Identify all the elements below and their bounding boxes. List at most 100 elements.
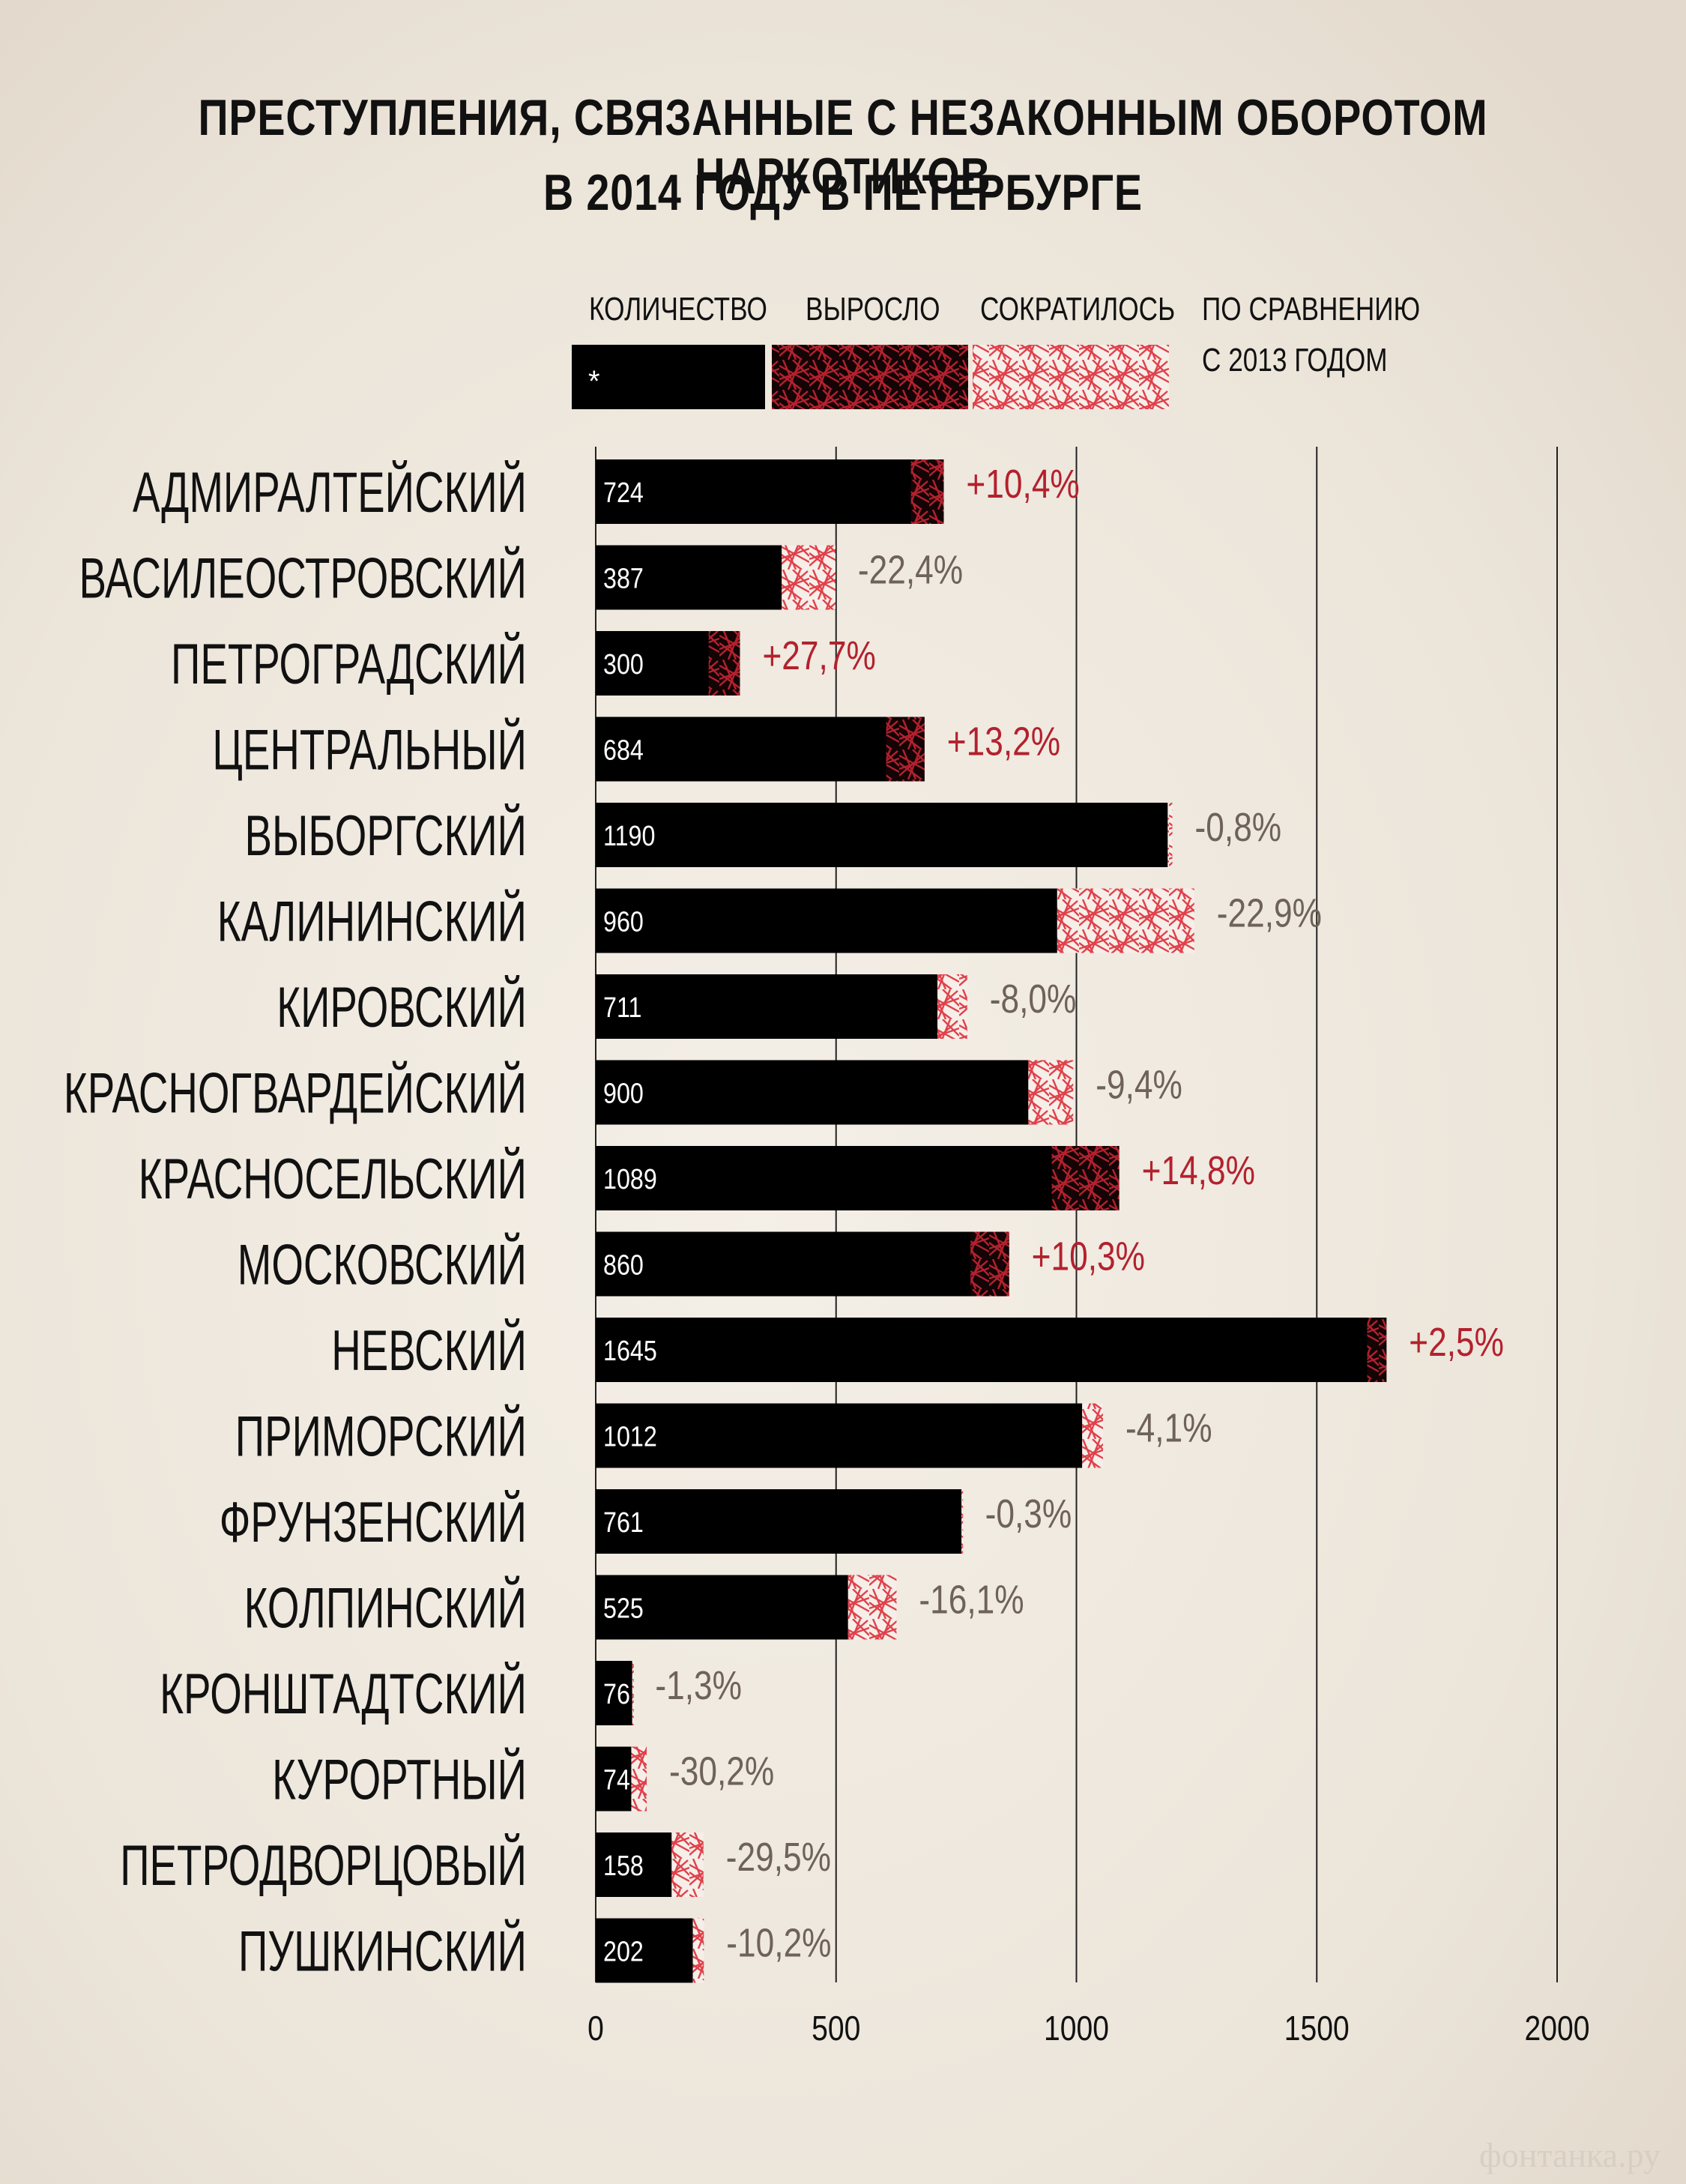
category-label-5: КАЛИНИНСКИЙ — [217, 888, 527, 953]
category-label-0: АДМИРАЛТЕЙСКИЙ — [133, 459, 527, 525]
category-label-12: ФРУНЗЕНСКИЙ — [220, 1489, 527, 1554]
change-label-6: -8,0% — [990, 977, 1077, 1022]
labels: АДМИРАЛТЕЙСКИЙ 724 +10,4% ВАСИЛЕОСТРОВСКИЙ 3… — [64, 459, 1504, 1984]
value-label-8: 1089 — [603, 1164, 657, 1195]
increase-segment-3 — [886, 717, 925, 782]
category-label-6: КИРОВСКИЙ — [277, 974, 527, 1040]
legend-compare-line1: ПО СРАВНЕНИЮ — [1202, 291, 1421, 328]
decrease-segment-6 — [937, 974, 967, 1039]
value-label-16: 158 — [603, 1850, 644, 1882]
category-label-3: ЦЕНТРАЛЬНЫЙ — [212, 717, 527, 782]
decrease-segment-11 — [1082, 1403, 1103, 1468]
change-label-5: -22,9% — [1217, 890, 1322, 935]
change-label-10: +2,5% — [1409, 1320, 1504, 1365]
change-label-12: -0,3% — [985, 1491, 1072, 1536]
value-label-7: 900 — [603, 1078, 644, 1109]
value-label-15: 74 — [603, 1764, 630, 1796]
category-label-11: ПРИМОРСКИЙ — [235, 1403, 527, 1468]
legend-count-label: КОЛИЧЕСТВО — [589, 291, 767, 328]
decrease-segment-1 — [782, 545, 836, 610]
increase-segment-0 — [910, 459, 944, 524]
change-label-17: -10,2% — [726, 1920, 831, 1965]
bar-12 — [596, 1489, 962, 1554]
category-label-13: КОЛПИНСКИЙ — [244, 1575, 527, 1640]
bar-10 — [596, 1318, 1387, 1382]
value-label-1: 387 — [603, 563, 644, 594]
category-label-4: ВЫБОРГСКИЙ — [244, 803, 527, 868]
change-label-1: -22,4% — [858, 547, 963, 592]
category-label-1: ВАСИЛЕОСТРОВСКИЙ — [79, 545, 527, 610]
increase-segment-9 — [970, 1231, 1009, 1297]
x-tick-label-2000: 2000 — [1525, 2009, 1590, 2048]
category-label-10: НЕВСКИЙ — [331, 1318, 527, 1383]
change-label-11: -4,1% — [1125, 1405, 1212, 1450]
x-tick-label-0: 0 — [587, 2009, 604, 2048]
value-label-9: 860 — [603, 1249, 644, 1281]
change-label-7: -9,4% — [1096, 1062, 1182, 1107]
decrease-segment-16 — [671, 1832, 704, 1897]
x-tick-label-1000: 1000 — [1044, 2009, 1109, 2048]
value-label-3: 684 — [603, 734, 644, 766]
category-label-17: ПУШКИНСКИЙ — [238, 1918, 527, 1983]
category-label-14: КРОНШТАДТСКИЙ — [160, 1661, 527, 1726]
bar-7 — [596, 1060, 1029, 1125]
category-label-8: КРАСНОСЕЛЬСКИЙ — [139, 1146, 527, 1211]
decrease-segment-15 — [631, 1746, 647, 1812]
bar-13 — [596, 1575, 848, 1640]
increase-segment-2 — [708, 631, 740, 696]
category-label-9: МОСКОВСКИЙ — [238, 1231, 527, 1297]
change-label-16: -29,5% — [726, 1835, 831, 1880]
change-label-13: -16,1% — [919, 1577, 1024, 1622]
legend-count-marker: * — [588, 365, 600, 398]
decrease-segment-13 — [847, 1575, 897, 1640]
change-label-2: +27,7% — [762, 633, 875, 678]
value-label-13: 525 — [603, 1593, 644, 1624]
value-label-0: 724 — [603, 477, 644, 509]
chart-title-line2: В 2014 ГОДУ В ПЕТЕРБУРГЕ — [543, 164, 1143, 221]
decrease-segment-17 — [692, 1918, 704, 1983]
category-label-7: КРАСНОГВАРДЕЙСКИЙ — [64, 1060, 527, 1125]
legend-fell-label: СОКРАТИЛОСЬ — [980, 291, 1176, 328]
legend-count-swatch — [572, 345, 765, 409]
category-label-15: КУРОРТНЫЙ — [272, 1746, 527, 1812]
bar-8 — [596, 1146, 1120, 1210]
gridlines — [595, 447, 1558, 1982]
bar-0 — [596, 459, 944, 524]
value-label-17: 202 — [603, 1936, 644, 1967]
legend-grew-label: ВЫРОСЛО — [806, 291, 940, 328]
x-tick-label-500: 500 — [812, 2009, 860, 2048]
increase-segment-8 — [1051, 1146, 1120, 1210]
legend-grew-swatch — [772, 345, 968, 409]
change-label-15: -30,2% — [669, 1749, 774, 1794]
value-label-4: 1190 — [603, 821, 655, 852]
bar-15 — [596, 1746, 632, 1812]
change-label-4: -0,8% — [1195, 805, 1282, 850]
bars — [596, 459, 1387, 1983]
bar-11 — [596, 1403, 1083, 1468]
decrease-segment-5 — [1057, 888, 1194, 953]
decrease-segment-14 — [632, 1661, 634, 1725]
change-label-14: -1,3% — [655, 1663, 742, 1708]
bar-3 — [596, 717, 925, 782]
bar-1 — [596, 545, 782, 610]
bar-5 — [596, 888, 1057, 953]
value-label-11: 1012 — [603, 1421, 657, 1453]
value-label-6: 711 — [603, 992, 641, 1024]
decrease-segment-4 — [1167, 803, 1173, 867]
decrease-segment-7 — [1028, 1060, 1074, 1125]
bar-17 — [596, 1918, 693, 1983]
bar-4 — [596, 803, 1168, 867]
decrease-segment-12 — [961, 1489, 964, 1554]
value-label-12: 761 — [603, 1507, 644, 1539]
bar-6 — [596, 974, 938, 1039]
value-label-2: 300 — [603, 649, 644, 681]
change-label-3: +13,2% — [947, 719, 1060, 764]
chart-title-line1: ПРЕСТУПЛЕНИЯ, СВЯЗАННЫЕ С НЕЗАКОННЫМ ОБО… — [198, 89, 1488, 205]
value-label-10: 1645 — [603, 1336, 657, 1367]
value-label-5: 960 — [603, 906, 644, 938]
x-tick-label-1500: 1500 — [1284, 2009, 1350, 2048]
value-label-14: 76 — [603, 1679, 630, 1710]
bar-9 — [596, 1231, 1009, 1297]
